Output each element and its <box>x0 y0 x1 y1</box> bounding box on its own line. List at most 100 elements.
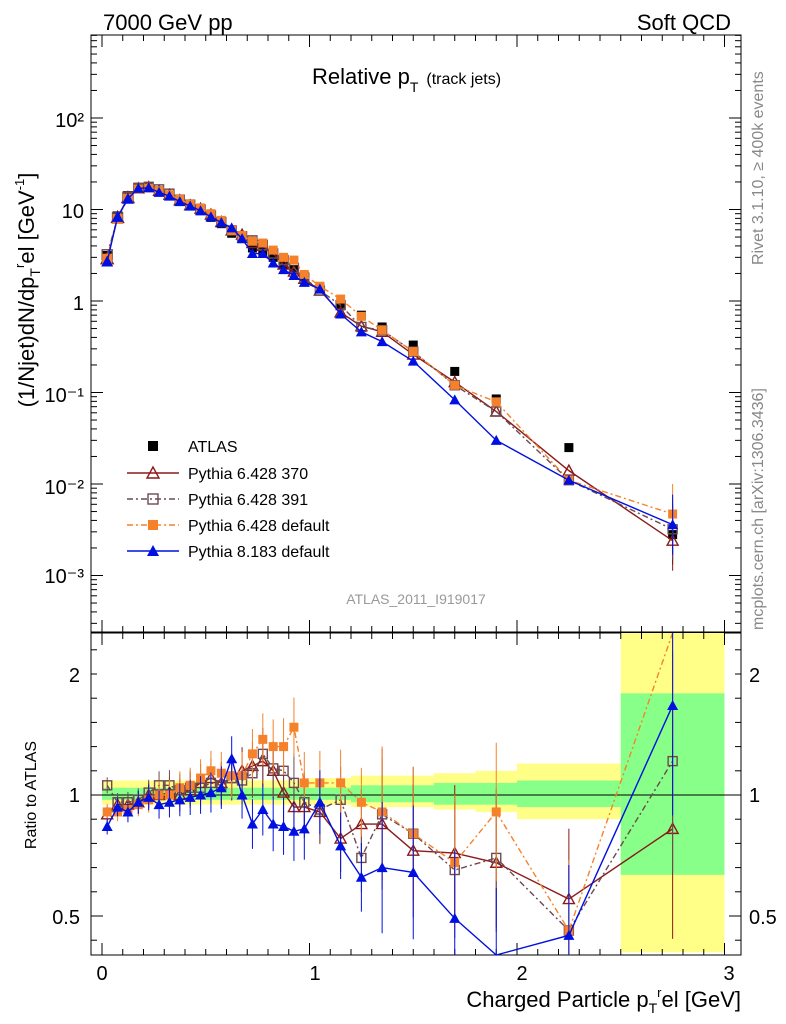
ratio-point <box>299 778 309 788</box>
ratio-point <box>246 818 258 829</box>
data-point <box>491 406 502 417</box>
ratio-point <box>356 797 366 807</box>
data-point <box>184 200 196 211</box>
axis-ticks <box>91 34 741 955</box>
legend-label: Pythia 6.428 391 <box>188 492 308 509</box>
x-tick-labels: 0 1 2 3 <box>96 963 734 985</box>
ratio-point <box>491 807 501 817</box>
data-point <box>491 397 501 407</box>
data-point <box>247 236 257 246</box>
data-point <box>174 196 186 207</box>
x-axis-label: Charged Particle pTrel [GeV] <box>466 985 741 1016</box>
ratio-point <box>247 749 257 759</box>
data-point <box>377 325 387 335</box>
data-point <box>407 355 419 366</box>
ratio-tick-label: 0.5 <box>52 907 80 929</box>
ratio-point <box>215 782 227 793</box>
ytick-label: 10 <box>62 201 84 223</box>
data-point <box>258 238 268 248</box>
data-point <box>450 380 460 390</box>
uncertainty-band-green <box>517 780 621 808</box>
legend-marker <box>127 465 179 479</box>
legend-symbol <box>147 545 159 556</box>
data-point <box>111 210 124 222</box>
legend: ATLAS Pythia 6.428 370 Pythia 6.428 391 … <box>127 439 330 561</box>
plot-title: Relative pT (track jets) <box>312 64 501 95</box>
data-point <box>278 264 290 275</box>
xtick-label: 2 <box>516 963 527 985</box>
ytick-label: 10⁻¹ <box>45 385 85 407</box>
xtick-label: 0 <box>96 963 107 985</box>
ytick-label: 10⁻² <box>45 477 85 499</box>
data-point <box>288 269 300 280</box>
legend-marker <box>127 493 179 505</box>
ratio-plot-frame <box>90 632 742 956</box>
data-point <box>195 205 207 216</box>
data-point <box>336 299 346 309</box>
legend-marker <box>127 545 179 556</box>
data-point <box>314 283 326 294</box>
ratio-point <box>184 791 196 802</box>
legend-label: ATLAS <box>188 439 238 456</box>
data-point <box>563 474 575 485</box>
data-point <box>121 192 134 204</box>
ratio-point <box>288 777 300 789</box>
legend-label: Pythia 6.428 370 <box>188 466 308 483</box>
ratio-tick-labels: 0.5 1 2 0.5 1 2 <box>52 665 777 929</box>
top-y-axis-label-main: (1/Njet)dN/dp <box>14 277 39 408</box>
legend-marker <box>148 441 158 451</box>
data-point <box>267 257 279 268</box>
data-point <box>355 326 367 337</box>
ratio-point <box>101 820 113 831</box>
ratio-point <box>407 866 419 877</box>
data-point <box>564 443 574 453</box>
ytick-label: 1 <box>73 293 84 315</box>
legend-symbol <box>148 441 158 451</box>
data-point <box>268 245 278 255</box>
ratio-point <box>355 871 367 882</box>
plot-title-sub: T <box>410 79 419 95</box>
ratio-line <box>106 752 674 932</box>
data-point <box>268 252 278 262</box>
ratio-point <box>376 862 388 873</box>
data-point <box>246 248 258 259</box>
top-y-axis-label: (1/Njet)dN/dpTrel [GeV-1] <box>12 173 43 408</box>
data-point <box>101 255 114 267</box>
ratio-point <box>102 807 112 817</box>
ratio-tick-label: 1 <box>69 785 80 807</box>
ratio-point <box>112 801 124 812</box>
ratio-point <box>563 929 575 940</box>
ratio-point <box>336 778 346 788</box>
legend-label: Pythia 8.183 default <box>188 544 330 561</box>
rivet-label: Rivet 3.1.10, ≥ 400k events <box>750 71 767 265</box>
data-point <box>289 265 299 275</box>
top-y-axis-label-units: el [GeV <box>14 190 39 264</box>
ratio-tick-label-right: 2 <box>749 665 760 687</box>
data-point <box>143 182 155 193</box>
data-point <box>215 217 227 228</box>
data-point <box>408 340 418 350</box>
legend-symbol <box>145 465 161 479</box>
legend-symbol <box>148 520 158 530</box>
data-point <box>336 294 346 304</box>
xtick-label: 1 <box>309 963 320 985</box>
ratio-y-axis-label: Ratio to ATLAS <box>23 741 40 849</box>
mcplots-label: mcplots.cern.ch [arXiv:1306.3436] <box>750 388 767 630</box>
ratio-point <box>236 789 248 800</box>
ratio-point <box>288 825 300 836</box>
energy-label: 7000 GeV pp <box>103 10 233 35</box>
ratio-point <box>174 794 186 805</box>
data-point <box>132 182 144 193</box>
analysis-watermark: ATLAS_2011_I919017 <box>346 591 486 607</box>
legend-marker <box>127 520 179 530</box>
ytick-label: 10⁻³ <box>45 566 85 588</box>
data-point <box>257 248 269 259</box>
data-point <box>376 336 388 347</box>
x-axis-label-main: Charged Particle p <box>466 987 648 1012</box>
data-point <box>298 276 310 287</box>
legend-symbol <box>147 493 159 505</box>
ratio-point <box>153 799 165 810</box>
data-point <box>236 233 248 244</box>
ratio-point <box>267 818 279 829</box>
